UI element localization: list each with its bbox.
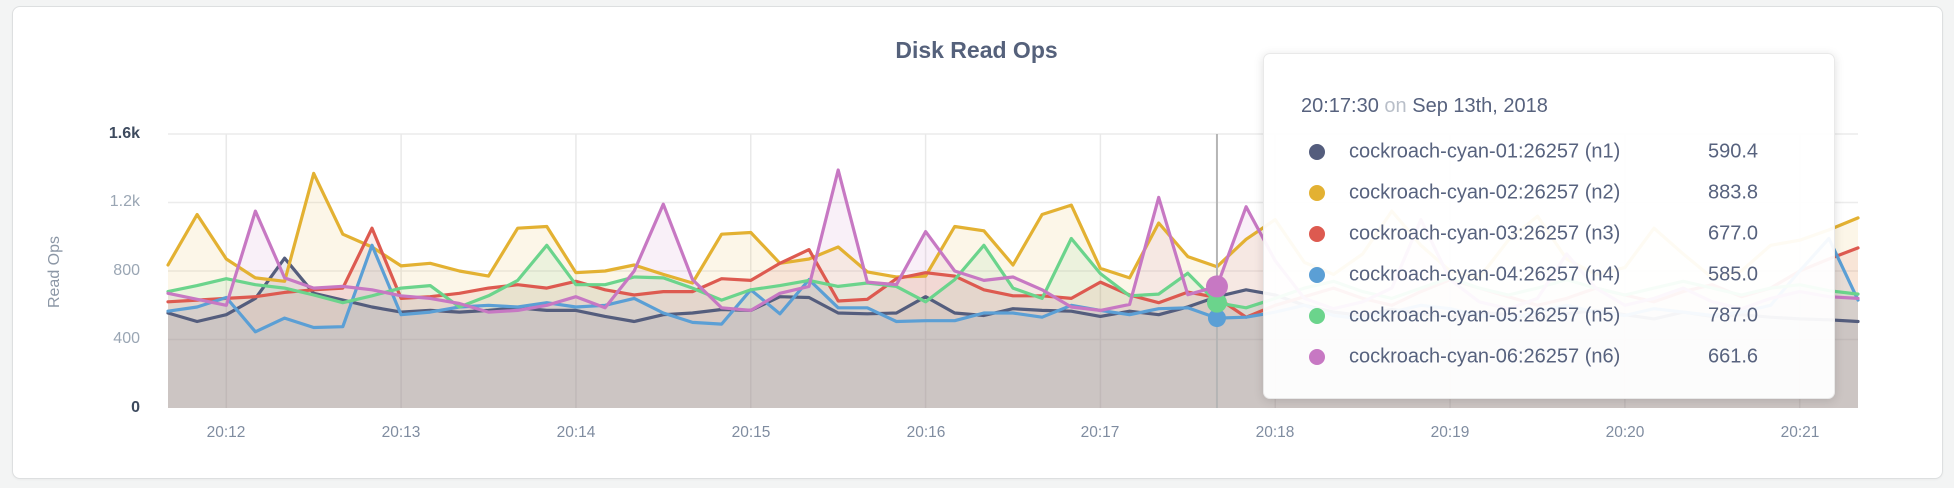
series-label-n1: cockroach-cyan-01:26257 (n1)	[1349, 140, 1621, 162]
x-tick-2012: 20:12	[206, 424, 246, 441]
chart-title: Disk Read Ops	[895, 37, 1058, 63]
hover-dot-n4	[1207, 309, 1226, 328]
x-tick-2019: 20:19	[1430, 424, 1470, 441]
series-color-dot-n1	[1309, 143, 1325, 160]
series-value-n3: 677.0	[1708, 222, 1759, 244]
x-tick-2018: 20:18	[1255, 424, 1295, 441]
series-label-n5: cockroach-cyan-05:26257 (n5)	[1349, 304, 1621, 326]
series-color-dot-n6	[1309, 348, 1325, 365]
series-color-dot-n5	[1309, 307, 1325, 324]
y-tick-1600: 1.6k	[108, 125, 140, 142]
series-color-dot-n2	[1309, 184, 1325, 201]
tooltip-row-n2: cockroach-cyan-02:26257 (n2) 883.8	[1264, 172, 1834, 213]
tooltip-row-n1: cockroach-cyan-01:26257 (n1) 590.4	[1264, 131, 1834, 172]
series-value-n6: 661.6	[1708, 345, 1759, 367]
series-value-n1: 590.4	[1708, 140, 1759, 162]
tooltip-timestamp: 20:17:30 on Sep 13th, 2018	[1301, 92, 1548, 120]
series-label-n4: cockroach-cyan-04:26257 (n4)	[1349, 263, 1621, 285]
series-color-dot-n4	[1309, 266, 1325, 283]
x-tick-2021: 20:21	[1780, 424, 1820, 441]
series-color-dot-n3	[1309, 225, 1325, 242]
y-tick-400: 400	[113, 330, 140, 347]
series-value-n4: 585.0	[1708, 263, 1759, 285]
tooltip-row-n5: cockroach-cyan-05:26257 (n5) 787.0	[1264, 295, 1834, 336]
x-tick-2015: 20:15	[731, 424, 771, 441]
y-tick-800: 800	[113, 262, 140, 279]
y-tick-1200: 1.2k	[109, 193, 140, 210]
series-label-n6: cockroach-cyan-06:26257 (n6)	[1349, 345, 1621, 367]
tooltip-row-n6: cockroach-cyan-06:26257 (n6) 661.6	[1264, 336, 1834, 377]
hover-dot-n6	[1205, 275, 1228, 298]
x-tick-2020: 20:20	[1605, 424, 1645, 441]
hover-dot-n5	[1206, 292, 1227, 313]
x-tick-2016: 20:16	[906, 424, 946, 441]
y-tick-0: 0	[131, 399, 140, 416]
tooltip-row-n3: cockroach-cyan-03:26257 (n3) 677.0	[1264, 213, 1834, 254]
tooltip-conjunction: on	[1384, 95, 1407, 117]
x-tick-2017: 20:17	[1080, 424, 1120, 441]
tooltip-legend: cockroach-cyan-01:26257 (n1) 590.4 cockr…	[1264, 131, 1834, 377]
tooltip-time: 20:17:30	[1301, 95, 1379, 117]
x-tick-2013: 20:13	[381, 424, 421, 441]
series-value-n2: 883.8	[1708, 181, 1759, 203]
tooltip-date: Sep 13th, 2018	[1412, 95, 1548, 117]
hover-tooltip: 20:17:30 on Sep 13th, 2018 cockroach-cya…	[1263, 53, 1835, 399]
tooltip-row-n4: cockroach-cyan-04:26257 (n4) 585.0	[1264, 254, 1834, 295]
series-label-n2: cockroach-cyan-02:26257 (n2)	[1349, 181, 1621, 203]
x-tick-2014: 20:14	[556, 424, 596, 441]
series-value-n5: 787.0	[1708, 304, 1759, 326]
series-label-n3: cockroach-cyan-03:26257 (n3)	[1349, 222, 1621, 244]
